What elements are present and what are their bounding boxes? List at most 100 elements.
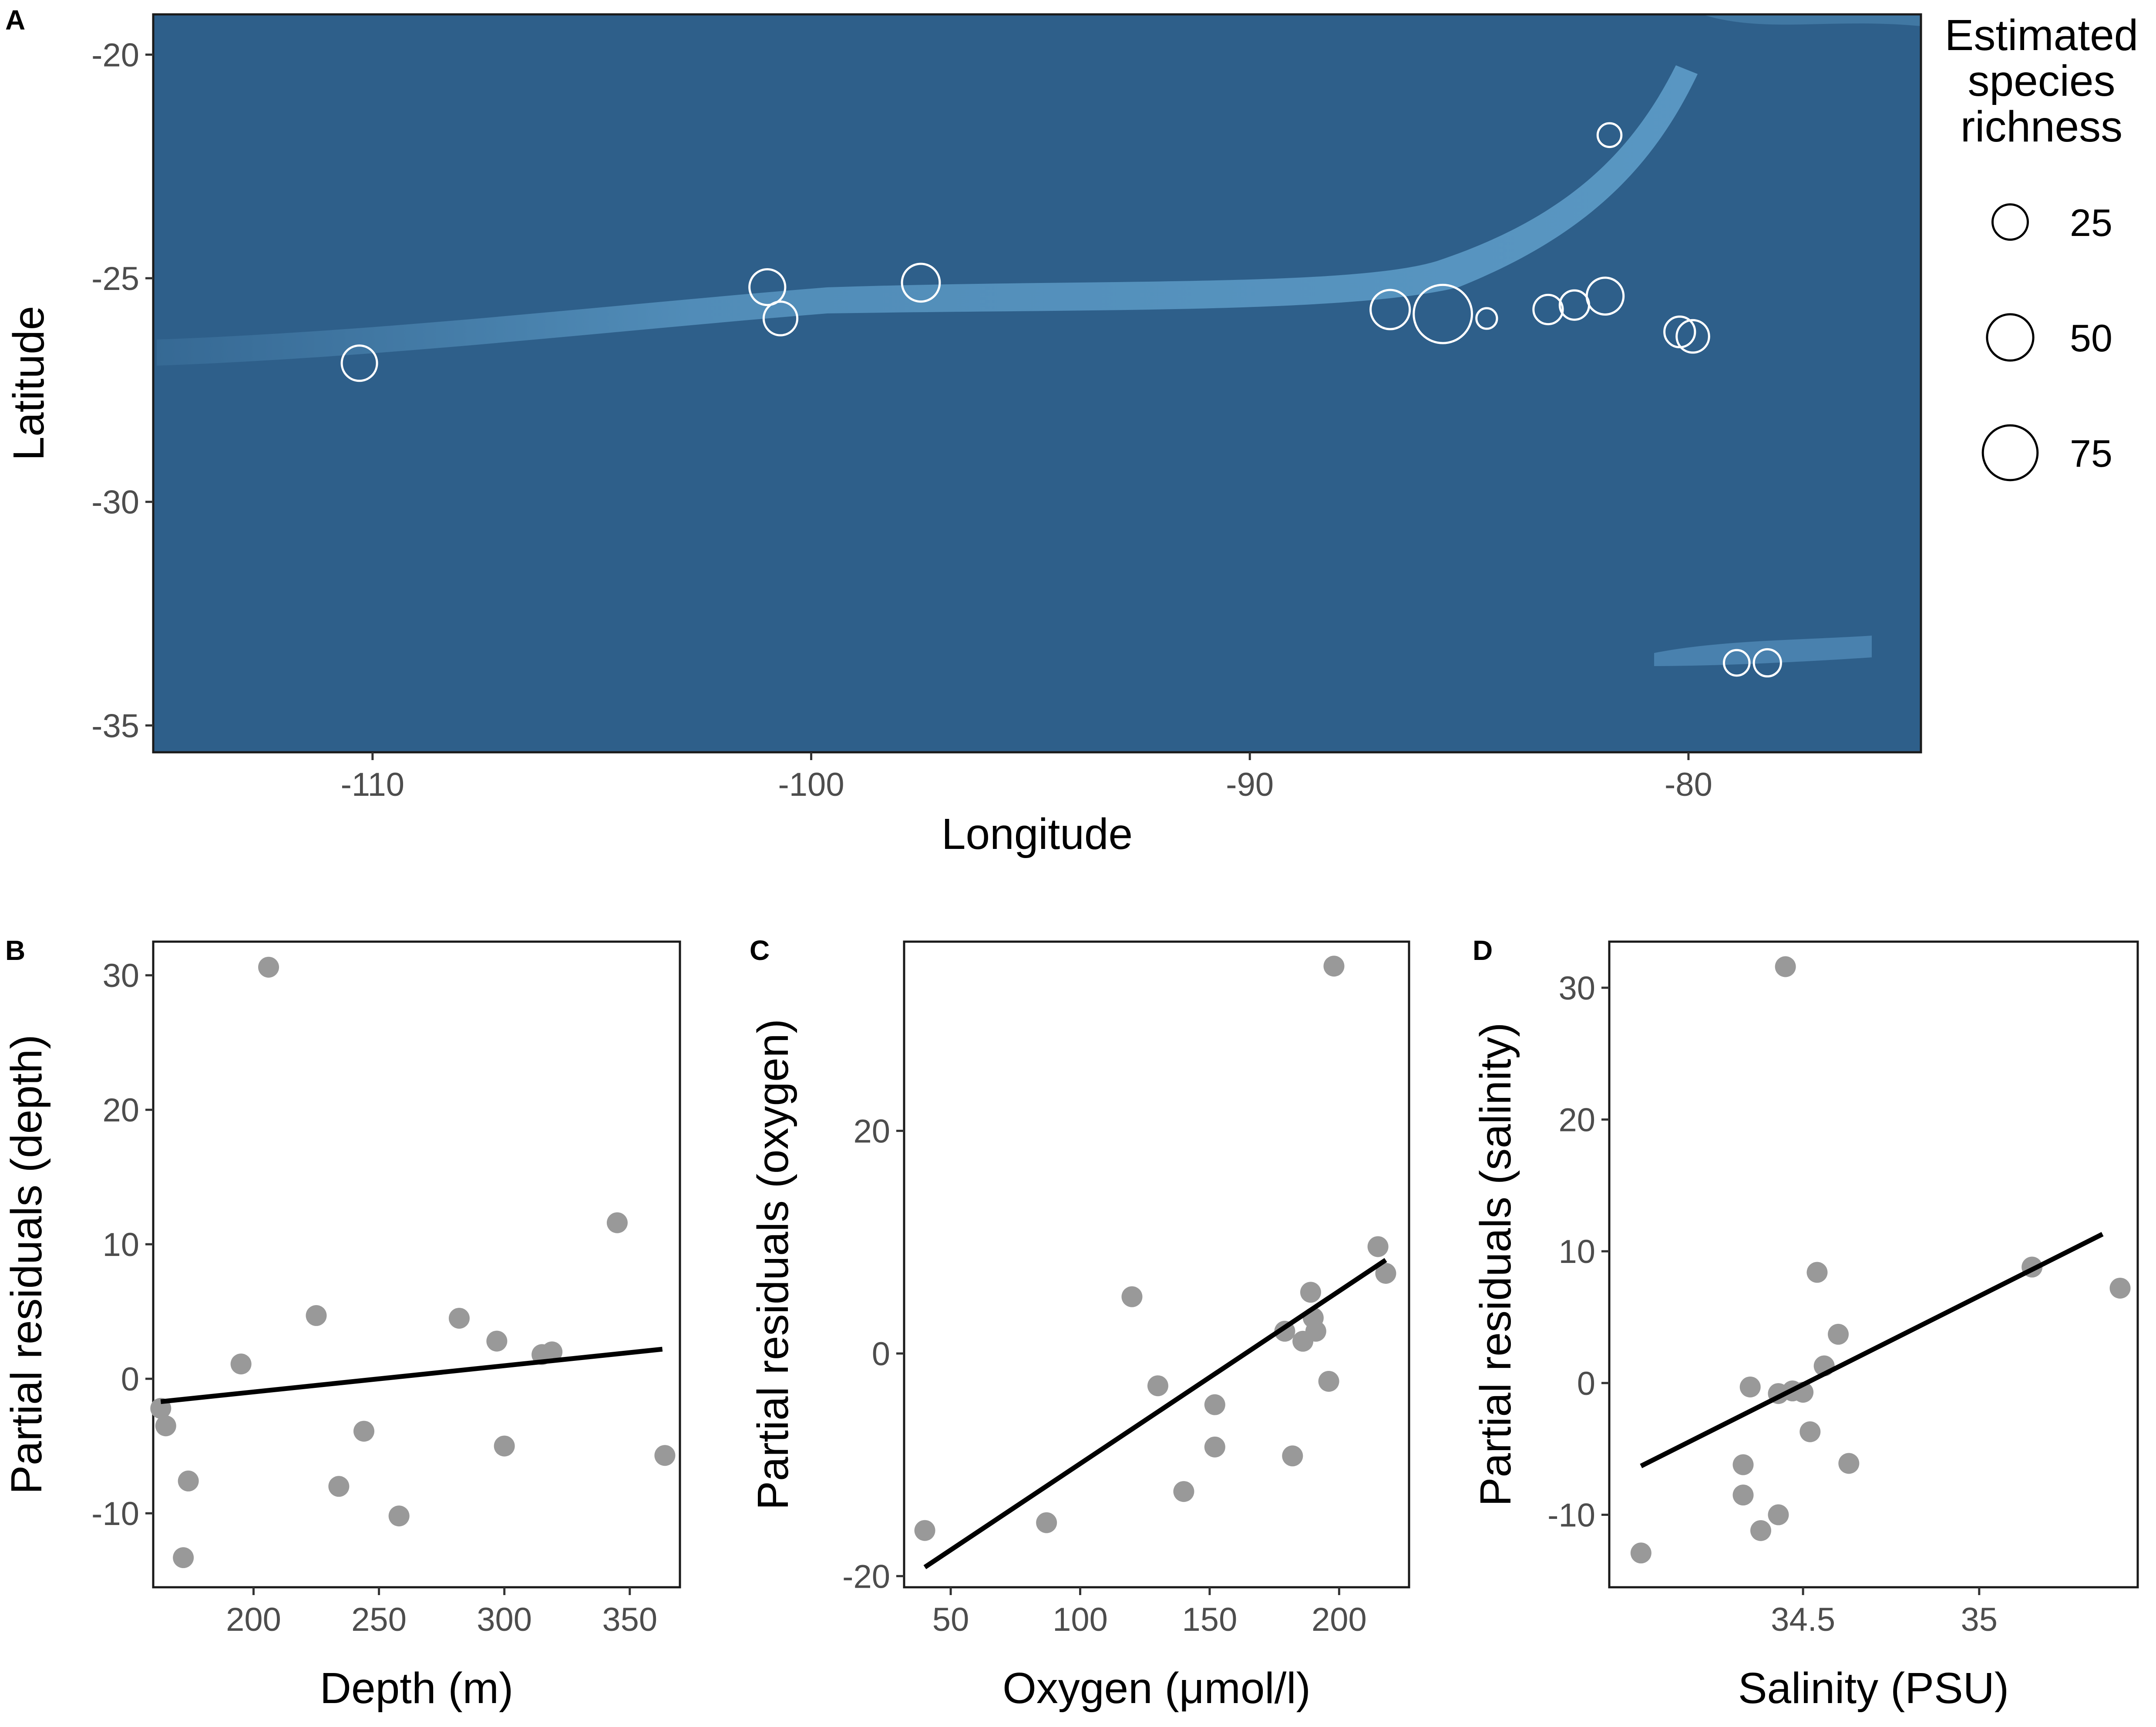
data-point	[173, 1547, 194, 1569]
data-point	[1282, 1445, 1303, 1467]
y-tick-label: 20	[1558, 1102, 1595, 1139]
y-tick-label: 10	[1558, 1233, 1595, 1270]
x-tick-label: 100	[1053, 1601, 1108, 1638]
data-point	[1630, 1542, 1651, 1564]
richness-circle	[1475, 307, 1498, 330]
x-tick-label: -110	[341, 766, 404, 803]
y-tick-label: -10	[1547, 1497, 1595, 1534]
legend-title-line: Estimated	[1945, 11, 2139, 60]
panel-a-letter: A	[5, 4, 25, 36]
data-point	[542, 1341, 563, 1363]
x-tick-label: 50	[932, 1601, 969, 1638]
data-point	[914, 1520, 935, 1541]
x-tick-label: 200	[226, 1601, 281, 1638]
data-point	[1121, 1286, 1143, 1307]
data-point	[1799, 1421, 1821, 1442]
y-tick-label: 0	[121, 1361, 139, 1398]
seafloor-background	[153, 14, 1921, 752]
richness-circle	[1369, 289, 1411, 330]
richness-circle	[1532, 293, 1564, 326]
panel-d-salinity: D 34.5 35 -10 0 10 20 30 Salinity (PSU) Partial …	[1471, 935, 2139, 1713]
data-point	[230, 1353, 252, 1375]
y-axis-title: Partial residuals (oxygen)	[749, 1019, 797, 1510]
y-tick-label: -20	[842, 1558, 890, 1595]
richness-circle	[1752, 648, 1782, 678]
richness-circle	[762, 300, 799, 337]
data-point	[1204, 1394, 1225, 1415]
panel-c-letter: C	[750, 935, 770, 966]
x-tick-label: 350	[602, 1601, 657, 1638]
data-point	[494, 1435, 515, 1457]
legend-circle	[1981, 424, 2039, 481]
x-tick-label: 150	[1182, 1601, 1238, 1638]
y-tick-label: 0	[872, 1336, 890, 1373]
y-tick-label: 0	[1577, 1365, 1595, 1402]
data-point	[486, 1330, 508, 1352]
data-point	[1750, 1520, 1772, 1541]
data-point	[1768, 1504, 1789, 1525]
x-tick-label: 300	[477, 1601, 532, 1638]
data-point	[1775, 956, 1796, 977]
data-point	[448, 1308, 470, 1329]
data-point	[1204, 1436, 1225, 1458]
fit-line	[1640, 1232, 2104, 1468]
data-point	[654, 1445, 676, 1466]
x-tick-label: -90	[1226, 766, 1274, 803]
y-tick-label: -20	[91, 37, 139, 74]
richness-circle	[1722, 649, 1751, 677]
legend-label: 75	[2070, 432, 2112, 475]
richness-circle	[1585, 276, 1625, 316]
richness-circle	[340, 344, 378, 382]
data-point	[1036, 1512, 1057, 1533]
data-point	[306, 1305, 327, 1326]
x-tick-label: 34.5	[1771, 1601, 1835, 1638]
ridge-feature-ne	[1702, 14, 1921, 26]
data-point	[606, 1212, 628, 1233]
data-point	[1300, 1282, 1321, 1303]
legend-title-line: richness	[1961, 102, 2122, 151]
plot-frame	[152, 940, 681, 1589]
ridge-feature	[157, 65, 1698, 366]
x-tick-label: 250	[351, 1601, 407, 1638]
y-tick-label: -10	[91, 1495, 139, 1532]
data-point	[1732, 1485, 1754, 1506]
y-tick-label: 10	[102, 1226, 139, 1263]
legend-label: 25	[2070, 201, 2112, 244]
richness-circle	[748, 268, 787, 306]
panel-c-oxygen: C 50 100 150 200 -20 0 20 Oxygen (μmol/l) Partia…	[749, 935, 1410, 1713]
legend-label: 50	[2070, 316, 2112, 360]
fit-line	[923, 1258, 1387, 1569]
data-point	[1173, 1481, 1194, 1502]
richness-circle	[1413, 283, 1473, 344]
panel-a-map: A -110 -100 -90 -80 -20 -25 -30 -35 Longitude Lat…	[4, 4, 2138, 858]
legend-title-line: species	[1968, 57, 2115, 105]
data-point	[1147, 1375, 1168, 1397]
data-point	[1323, 956, 1345, 977]
panel-a-axes: -110 -100 -90 -80 -20 -25 -30 -35 Longitude Latit…	[4, 37, 1712, 858]
data-point	[328, 1476, 350, 1497]
y-tick-label: 30	[1558, 970, 1595, 1007]
y-axis-title: Partial residuals (depth)	[2, 1034, 51, 1494]
x-tick-label: -100	[778, 766, 844, 803]
y-axis-title: Partial residuals (salinity)	[1471, 1023, 1520, 1506]
panel-b-letter: B	[5, 935, 25, 966]
data-point	[353, 1421, 374, 1442]
y-tick-label: 30	[102, 957, 139, 994]
plot-frame	[1608, 940, 2139, 1589]
data-point	[2109, 1277, 2131, 1299]
panel-a-frame	[152, 13, 1922, 754]
fit-line	[160, 1347, 663, 1404]
data-point	[1732, 1454, 1754, 1475]
richness-circle	[1596, 122, 1623, 148]
data-point	[1375, 1262, 1396, 1284]
legend-circle	[1986, 313, 2035, 362]
richness-circle	[901, 263, 941, 303]
y-tick-label: -30	[91, 484, 139, 521]
data-point	[1838, 1453, 1860, 1474]
richness-circle	[1675, 319, 1710, 354]
data-point	[1367, 1236, 1389, 1257]
y-tick-label: -25	[91, 260, 139, 297]
x-tick-label: -80	[1665, 766, 1712, 803]
